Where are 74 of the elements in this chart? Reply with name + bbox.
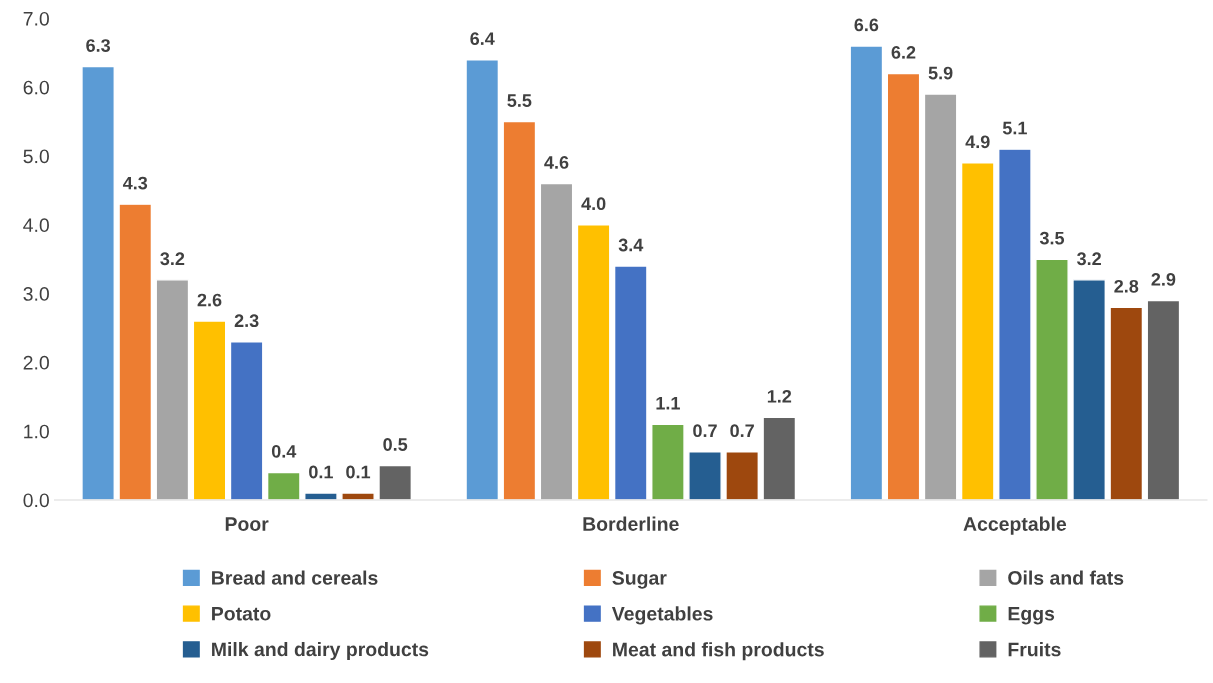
data-label: 5.1: [1002, 121, 1027, 135]
y-tick-label: 0.0: [23, 493, 49, 508]
bar: [576, 224, 611, 500]
bar: [304, 492, 338, 500]
data-label: 2.6: [197, 293, 222, 307]
data-label: 3.5: [1039, 231, 1065, 245]
bar: [378, 464, 413, 500]
data-label: 2.8: [1114, 279, 1139, 293]
data-label: 4.6: [544, 156, 569, 169]
bar: [1109, 306, 1144, 500]
bar: [725, 451, 760, 500]
data-label: 3.2: [160, 252, 185, 266]
bar: [1035, 258, 1069, 500]
bar: [613, 265, 648, 500]
legend-label: Fruits: [1008, 642, 1061, 657]
data-label: 6.6: [854, 18, 879, 32]
data-label: 2.3: [234, 314, 259, 328]
bar: [155, 279, 190, 500]
legend-label: Meat and fish products: [613, 642, 824, 661]
legend-label: Oils and fats: [1008, 570, 1124, 585]
data-label: 0.7: [693, 424, 717, 438]
bar: [341, 492, 375, 500]
data-label: 5.5: [507, 94, 532, 107]
x-tick-label: Borderline: [583, 516, 679, 531]
bar: [923, 93, 958, 500]
bar: [266, 471, 301, 500]
data-label: 1.1: [656, 397, 680, 410]
data-label: 0.4: [271, 444, 297, 458]
data-label: 6.4: [470, 32, 495, 46]
data-label: 3.4: [618, 238, 644, 252]
y-tick-label: 5.0: [23, 149, 49, 164]
bar: [849, 45, 884, 500]
legend-label: Eggs: [1008, 606, 1055, 625]
data-label: 4.9: [965, 135, 990, 149]
bar: [118, 203, 153, 500]
legend-label: Potato: [212, 606, 271, 621]
legend-label: Vegetables: [611, 606, 713, 625]
bar: [502, 120, 537, 500]
bar: [465, 59, 500, 500]
data-label: 6.3: [86, 39, 111, 52]
legend-label: Sugar: [612, 571, 667, 589]
legend-label: Bread and cereals: [212, 570, 378, 585]
data-label: 4.0: [581, 197, 606, 211]
y-tick-label: 2.0: [23, 355, 49, 370]
x-tick-label: Acceptable: [963, 516, 1067, 535]
y-tick-label: 4.0: [23, 218, 49, 233]
y-tick-label: 7.0: [23, 11, 49, 26]
bar: [81, 65, 115, 500]
x-tick-label: Poor: [225, 517, 269, 531]
bar: [1072, 279, 1106, 500]
bar: [688, 451, 722, 500]
data-label: 1.2: [767, 389, 792, 403]
bar: [651, 423, 685, 500]
data-label: 4.3: [122, 176, 148, 190]
data-label: 5.9: [928, 66, 953, 80]
y-tick-label: 6.0: [23, 80, 49, 95]
data-label: 0.5: [383, 438, 408, 451]
legend-label: Milk and dairy products: [212, 641, 429, 661]
bar: [539, 182, 574, 500]
y-tick-label: 3.0: [23, 287, 49, 301]
y-tick-label: 1.0: [24, 424, 49, 439]
bar: [998, 148, 1032, 500]
data-label: 2.9: [1151, 273, 1176, 286]
bar: [229, 341, 264, 500]
bar: [960, 162, 995, 500]
data-label: 0.1: [346, 465, 371, 479]
bar: [762, 416, 797, 500]
data-label: 6.2: [891, 46, 916, 59]
bar: [1146, 299, 1181, 500]
bar: [886, 72, 921, 500]
data-label: 0.7: [730, 424, 754, 438]
data-label: 3.2: [1077, 252, 1101, 266]
data-label: 0.1: [309, 465, 333, 479]
bar: [192, 320, 227, 500]
